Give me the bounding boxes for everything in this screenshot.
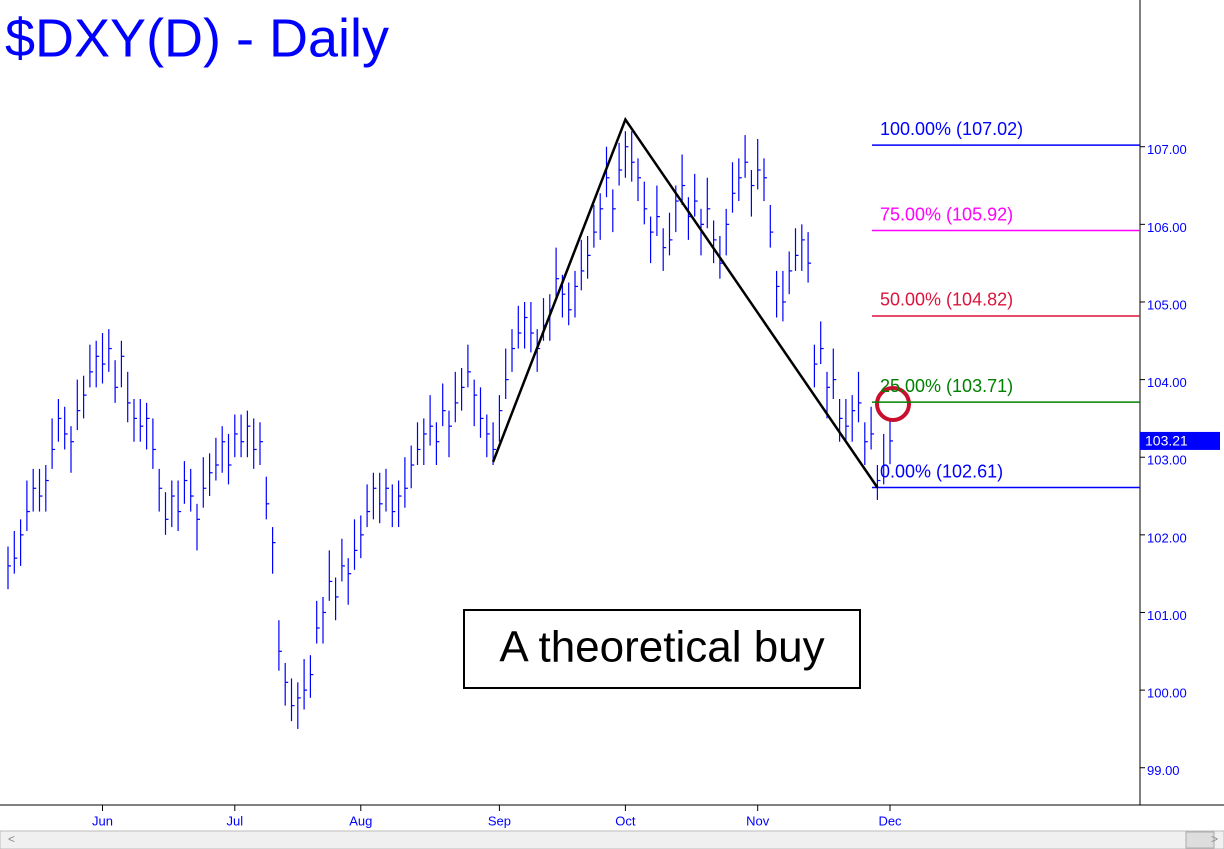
- x-tick-label: Jun: [92, 813, 113, 828]
- y-tick-label: 102.00: [1147, 530, 1187, 545]
- y-tick-label: 105.00: [1147, 297, 1187, 312]
- x-tick-label: Jul: [226, 813, 243, 828]
- y-tick-label: 101.00: [1147, 608, 1187, 623]
- y-tick-label: 99.00: [1147, 763, 1180, 778]
- y-tick-label: 100.00: [1147, 686, 1187, 701]
- last-price: 103.21: [1145, 433, 1188, 449]
- fib-label: 25.00% (103.71): [880, 376, 1013, 396]
- y-tick-label: 103.00: [1147, 453, 1187, 468]
- fib-label: 100.00% (107.02): [880, 119, 1023, 139]
- fib-label: 0.00% (102.61): [880, 461, 1003, 481]
- x-tick-label: Aug: [349, 813, 372, 828]
- fib-label: 75.00% (105.92): [880, 204, 1013, 224]
- scrollbar[interactable]: [0, 830, 1224, 849]
- annotation: A theoretical buy: [499, 623, 824, 672]
- scroll-thumb[interactable]: [1185, 831, 1215, 849]
- last-price-tag: [1140, 431, 1220, 450]
- x-tick-label: Dec: [878, 813, 902, 828]
- y-tick-label: 107.00: [1147, 142, 1187, 157]
- chart-title: $DXY(D) - Daily: [5, 8, 389, 68]
- highlight-circle: [875, 386, 911, 422]
- annotation-box: [463, 609, 861, 689]
- pattern-line: [491, 116, 879, 489]
- scroll-right[interactable]: >: [1211, 832, 1218, 846]
- fib-label: 50.00% (104.82): [880, 290, 1013, 310]
- y-tick-label: 104.00: [1147, 375, 1187, 390]
- x-tick-label: Sep: [488, 813, 511, 828]
- x-tick-label: Oct: [615, 813, 636, 828]
- x-tick-label: Nov: [746, 813, 770, 828]
- scroll-left[interactable]: <: [8, 832, 15, 846]
- y-tick-label: 106.00: [1147, 220, 1187, 235]
